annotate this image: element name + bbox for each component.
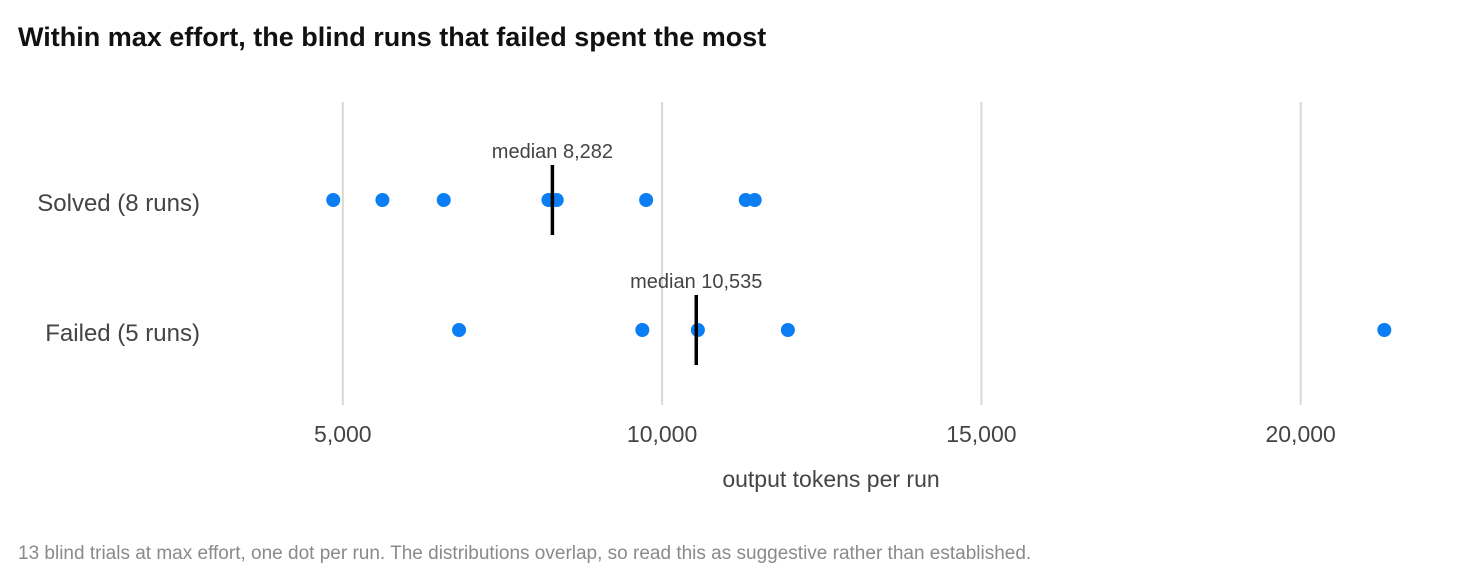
category-label: Solved (8 runs)	[37, 190, 200, 217]
row-failed: Failed (5 runs) median 10,535	[45, 271, 1392, 365]
data-point	[452, 323, 467, 337]
data-point	[780, 323, 795, 337]
row-solved: Solved (8 runs) median 8,282	[37, 141, 762, 235]
data-point	[639, 193, 654, 207]
x-tick-label: 10,000	[627, 421, 697, 447]
category-label: Failed (5 runs)	[45, 320, 200, 347]
median-label: median 10,535	[630, 271, 762, 293]
data-point	[747, 193, 762, 207]
x-axis-title: output tokens per run	[722, 466, 939, 492]
data-point	[1377, 323, 1392, 337]
median-label: median 8,282	[492, 141, 613, 163]
gridlines	[341, 102, 1302, 405]
chart-title: Within max effort, the blind runs that f…	[18, 22, 767, 52]
data-point	[326, 193, 341, 207]
chart-footnote: 13 blind trials at max effort, one dot p…	[18, 543, 1032, 564]
x-tick-label: 15,000	[946, 421, 1016, 447]
data-point	[436, 193, 451, 207]
x-axis-ticks: 5,000 10,000 15,000 20,000	[314, 421, 1336, 447]
x-tick-label: 5,000	[314, 421, 372, 447]
chart-rows: Solved (8 runs) median 8,282 Failed (5 run…	[37, 141, 1392, 365]
data-point	[635, 323, 650, 337]
data-point	[375, 193, 390, 207]
x-tick-label: 20,000	[1265, 421, 1335, 447]
